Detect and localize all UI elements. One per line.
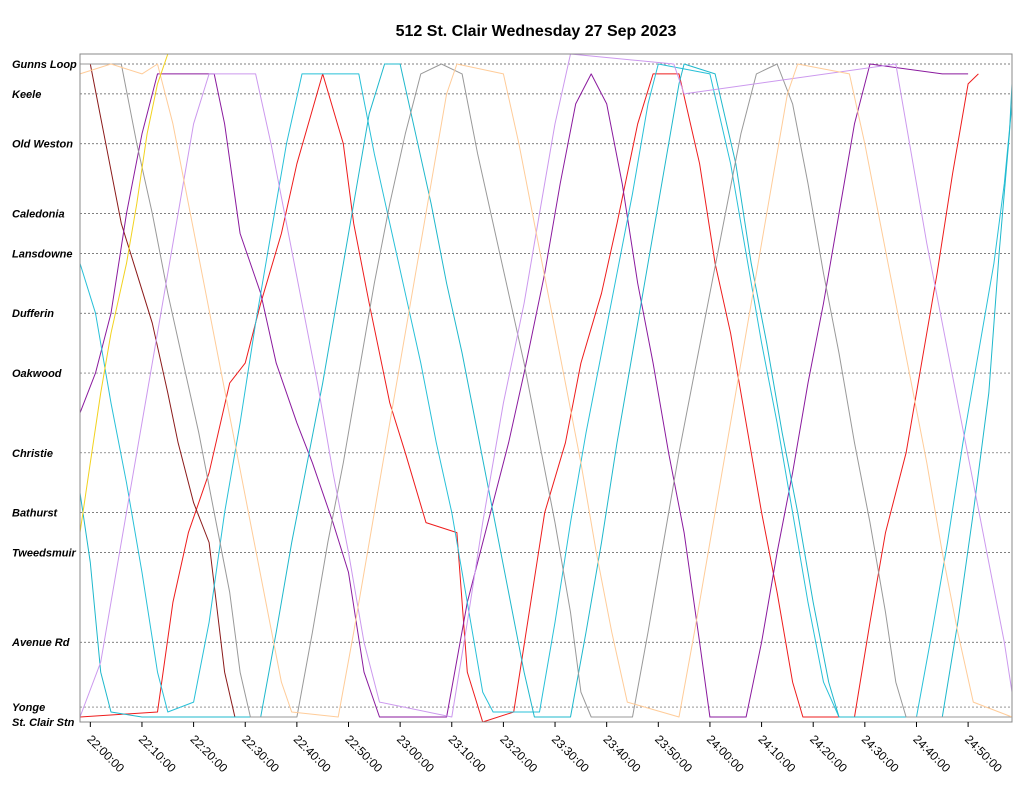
trip-line (79, 63, 969, 718)
trip-line (79, 63, 1013, 718)
time-tick-label: 22:00:00 (84, 732, 127, 775)
time-tick-label: 22:40:00 (291, 732, 334, 775)
stop-label: Tweedsmuir (12, 548, 76, 560)
trip-line (79, 63, 1013, 718)
stop-label: Oakwood (12, 368, 62, 380)
time-tick-label: 22:10:00 (136, 732, 179, 775)
trip-line (80, 63, 256, 718)
time-tick-label: 24:50:00 (962, 732, 1005, 775)
stop-label: St. Clair Stn (12, 717, 75, 729)
trip-line (79, 53, 169, 533)
stop-label: Gunns Loop (12, 59, 77, 71)
time-tick-label: 23:10:00 (446, 732, 489, 775)
stop-label: Old Weston (12, 139, 73, 151)
time-tick-label: 22:50:00 (342, 732, 385, 775)
stop-label: Dufferin (12, 308, 54, 320)
time-tick-label: 24:00:00 (704, 732, 747, 775)
time-tick-label: 24:30:00 (859, 732, 902, 775)
stop-label: Keele (12, 89, 41, 101)
time-tick-label: 24:10:00 (755, 732, 798, 775)
trip-line (79, 73, 979, 723)
time-tick-label: 22:30:00 (239, 732, 282, 775)
time-tick-label: 23:30:00 (549, 732, 592, 775)
trip-line (79, 63, 1013, 718)
time-tick-label: 23:20:00 (497, 732, 540, 775)
stop-label: Christie (12, 448, 53, 460)
stop-label: Caledonia (12, 209, 65, 221)
trip-line (80, 63, 1012, 718)
time-tick-label: 23:00:00 (394, 732, 437, 775)
time-tick-label: 24:40:00 (910, 732, 953, 775)
time-tick-label: 23:40:00 (601, 732, 644, 775)
stop-labels: Gunns Loop Keele Old Weston Caledonia Lansdo… (11, 59, 77, 729)
stop-label: Avenue Rd (11, 637, 70, 649)
vehicle-trips (79, 53, 1013, 723)
stop-label: Lansdowne (12, 248, 73, 260)
stop-label: Bathurst (12, 508, 59, 520)
time-tick-label: 23:50:00 (652, 732, 695, 775)
stop-label: Yonge (12, 702, 45, 714)
time-tick-label: 22:20:00 (187, 732, 230, 775)
time-axis-ticks: 22:00:00 22:10:00 22:20:00 22:30:00 22:40:00… (84, 722, 1005, 775)
plot-frame (79, 53, 1013, 723)
stop-gridlines (80, 63, 1012, 723)
time-tick-label: 24:20:00 (807, 732, 850, 775)
trip-line (79, 53, 1013, 718)
chart-title: 512 St. Clair Wednesday 27 Sep 2023 (396, 23, 677, 40)
